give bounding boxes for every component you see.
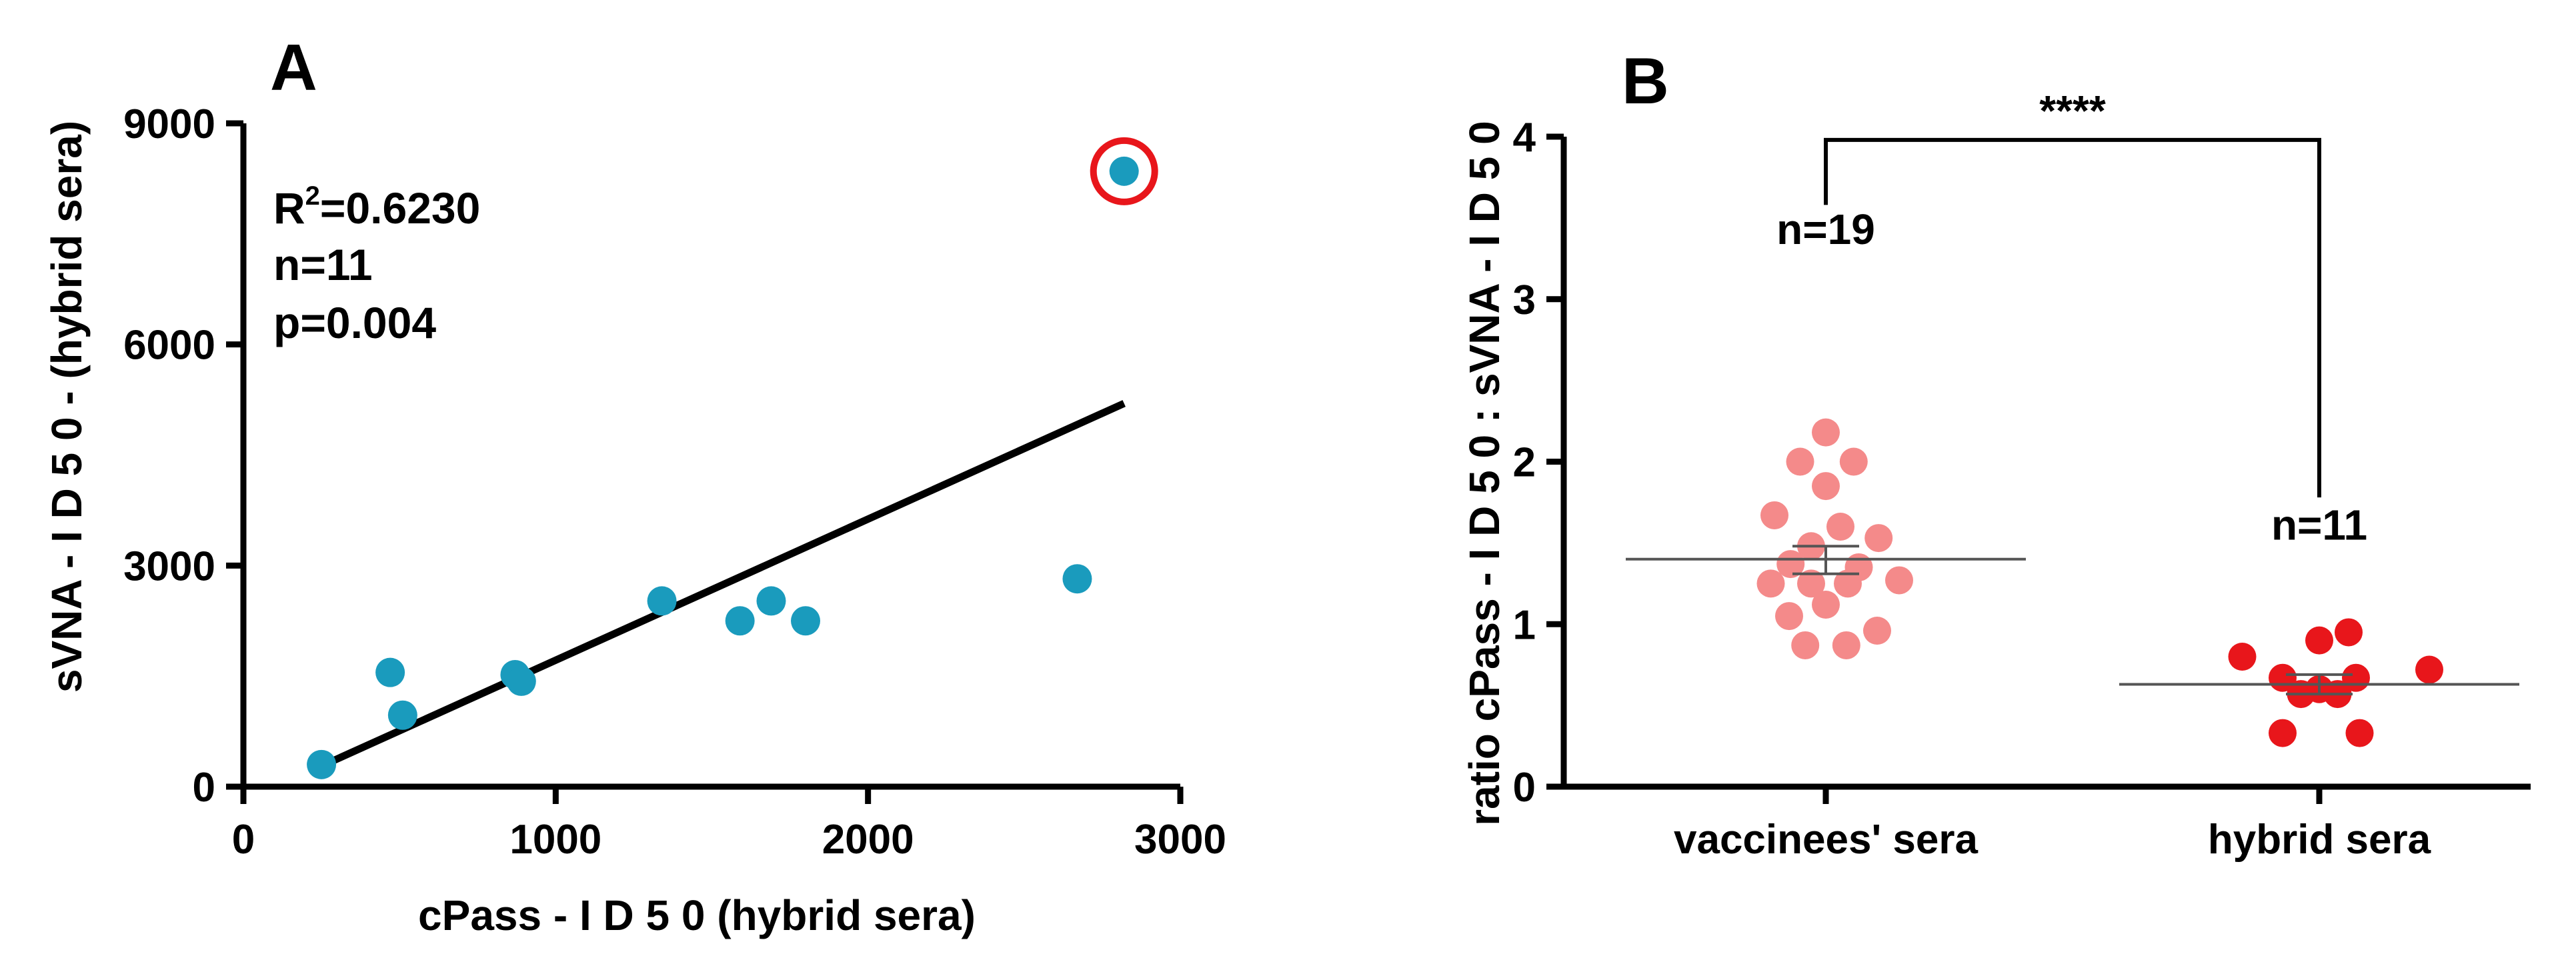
data-point bbox=[1826, 513, 1854, 541]
y-tick-label: 0 bbox=[193, 765, 215, 811]
n-label-hybrid: n=11 bbox=[2271, 501, 2367, 549]
data-point bbox=[1760, 501, 1788, 529]
n-label-vaccinees: n=19 bbox=[1776, 205, 1875, 253]
panel-a-letter: A bbox=[270, 31, 317, 104]
panel-b: B 0 1 2 3 4 vaccinees' sera hybrid sera ratio … bbox=[1460, 44, 2531, 863]
data-point bbox=[1786, 447, 1814, 476]
y-tick-label: 0 bbox=[1513, 765, 1536, 811]
data-point bbox=[1812, 472, 1840, 501]
data-point bbox=[1885, 566, 1913, 595]
data-point bbox=[2269, 719, 2297, 747]
y-tick-label: 3000 bbox=[123, 543, 215, 589]
panel-a-y-title: sVNA - I D 5 0 - (hybrid sera) bbox=[43, 121, 91, 693]
panel-b-letter: B bbox=[1622, 44, 1669, 117]
data-point bbox=[387, 700, 417, 730]
x-tick-label: 1000 bbox=[509, 817, 601, 863]
data-point bbox=[2305, 626, 2333, 655]
data-point bbox=[647, 586, 677, 616]
panel-b-y-title: ratio cPass - I D 5 0 : sVNA - I D 5 0 bbox=[1460, 121, 1508, 826]
significance-stars: **** bbox=[2039, 87, 2106, 135]
x-tick-label: 0 bbox=[232, 817, 255, 863]
panel-b-points bbox=[1756, 418, 2443, 747]
stat-r-superscript: 2 bbox=[305, 181, 320, 211]
stat-p: p=0.004 bbox=[273, 298, 436, 347]
data-point bbox=[1756, 569, 1785, 598]
x-category-label: hybrid sera bbox=[2208, 817, 2431, 863]
data-point bbox=[1791, 631, 1820, 659]
stat-r-value: =0.6230 bbox=[320, 183, 480, 233]
panel-b-ticks bbox=[1546, 133, 2323, 804]
data-point bbox=[1775, 602, 1803, 631]
data-point bbox=[506, 666, 536, 696]
stat-r-squared: R2=0.6230 bbox=[273, 181, 480, 233]
y-tick-label: 4 bbox=[1513, 115, 1536, 161]
panel-b-mean-sem bbox=[1626, 545, 2519, 696]
panel-a-points bbox=[307, 156, 1139, 779]
panel-b-tick-labels: 0 1 2 3 4 vaccinees' sera hybrid sera bbox=[1513, 115, 2431, 863]
data-point bbox=[1812, 418, 1840, 447]
data-point bbox=[2228, 643, 2257, 671]
data-point bbox=[756, 586, 786, 616]
data-point bbox=[1812, 591, 1840, 619]
data-point bbox=[2335, 618, 2363, 647]
x-category-label: vaccinees' sera bbox=[1674, 817, 1979, 863]
outlier-highlight-circle bbox=[1090, 137, 1158, 205]
data-point bbox=[307, 749, 337, 779]
data-point bbox=[725, 606, 755, 636]
y-tick-label: 2 bbox=[1513, 440, 1536, 486]
data-point bbox=[1109, 156, 1139, 186]
regression-line bbox=[319, 400, 1126, 770]
data-point bbox=[791, 606, 820, 636]
y-tick-label: 1 bbox=[1513, 602, 1536, 648]
data-point bbox=[2415, 655, 2443, 684]
significance-bracket bbox=[1824, 137, 2321, 498]
data-point bbox=[1832, 631, 1860, 659]
y-tick-label: 3 bbox=[1513, 277, 1536, 323]
data-point bbox=[1863, 617, 1891, 645]
panel-a: A 0 3000 6000 9000 0 1000 2000 3000 cPass - I D… bbox=[43, 31, 1226, 939]
data-point bbox=[1834, 569, 1862, 598]
data-point bbox=[1839, 447, 1868, 476]
panel-a-tick-labels: 0 3000 6000 9000 0 1000 2000 3000 bbox=[123, 101, 1226, 863]
stat-n: n=11 bbox=[273, 240, 373, 289]
x-tick-label: 3000 bbox=[1134, 817, 1226, 863]
data-point bbox=[2345, 719, 2374, 747]
data-point bbox=[1776, 550, 1805, 579]
y-tick-label: 9000 bbox=[123, 101, 215, 147]
data-point bbox=[1864, 524, 1893, 553]
data-point bbox=[375, 657, 405, 687]
y-tick-label: 6000 bbox=[123, 323, 215, 369]
panel-a-ticks bbox=[226, 120, 1184, 804]
panel-a-x-title: cPass - I D 5 0 (hybrid sera) bbox=[418, 891, 976, 939]
stat-r-base: R bbox=[273, 183, 305, 233]
data-point bbox=[1062, 564, 1092, 594]
data-point bbox=[1797, 569, 1825, 598]
x-tick-label: 2000 bbox=[822, 817, 914, 863]
